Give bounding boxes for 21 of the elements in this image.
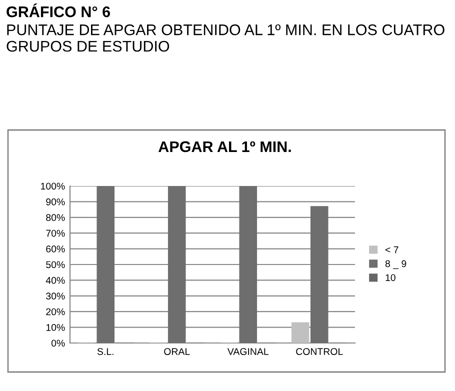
- y-tick-label: 60%: [46, 246, 65, 252]
- x-tick-label: ORAL: [164, 348, 190, 355]
- y-tick-label: 50%: [46, 261, 65, 268]
- y-tick-label: 80%: [46, 214, 65, 222]
- y-tick-label: 40%: [46, 276, 65, 284]
- y-tick-label: 0%: [51, 340, 65, 347]
- y-tick-label: 70%: [46, 230, 65, 237]
- y-tick-label: 30%: [46, 292, 65, 300]
- legend-label: 10: [386, 274, 396, 282]
- chart-title: APGAR AL 1º MIN.: [158, 141, 291, 152]
- y-tick-label: 10%: [46, 324, 65, 331]
- x-tick-label: CONTROL: [296, 348, 343, 355]
- y-tick-label: 20%: [46, 308, 65, 316]
- y-tick-label: 90%: [46, 198, 65, 206]
- text: GRÁFICO N° 6: [6, 4, 110, 18]
- x-tick-label: VAGINAL: [227, 348, 269, 355]
- y-tick-label: 100%: [41, 182, 65, 190]
- legend-label: < 7: [385, 246, 398, 254]
- legend-label: 8 _ 9: [385, 260, 406, 269]
- x-tick-label: S.L.: [97, 348, 114, 355]
- text: PUNTAJE DE APGAR OBTENIDO AL 1º MIN. EN LOS CUATRO GRUPOS DE ESTUDIO: [6, 24, 444, 52]
